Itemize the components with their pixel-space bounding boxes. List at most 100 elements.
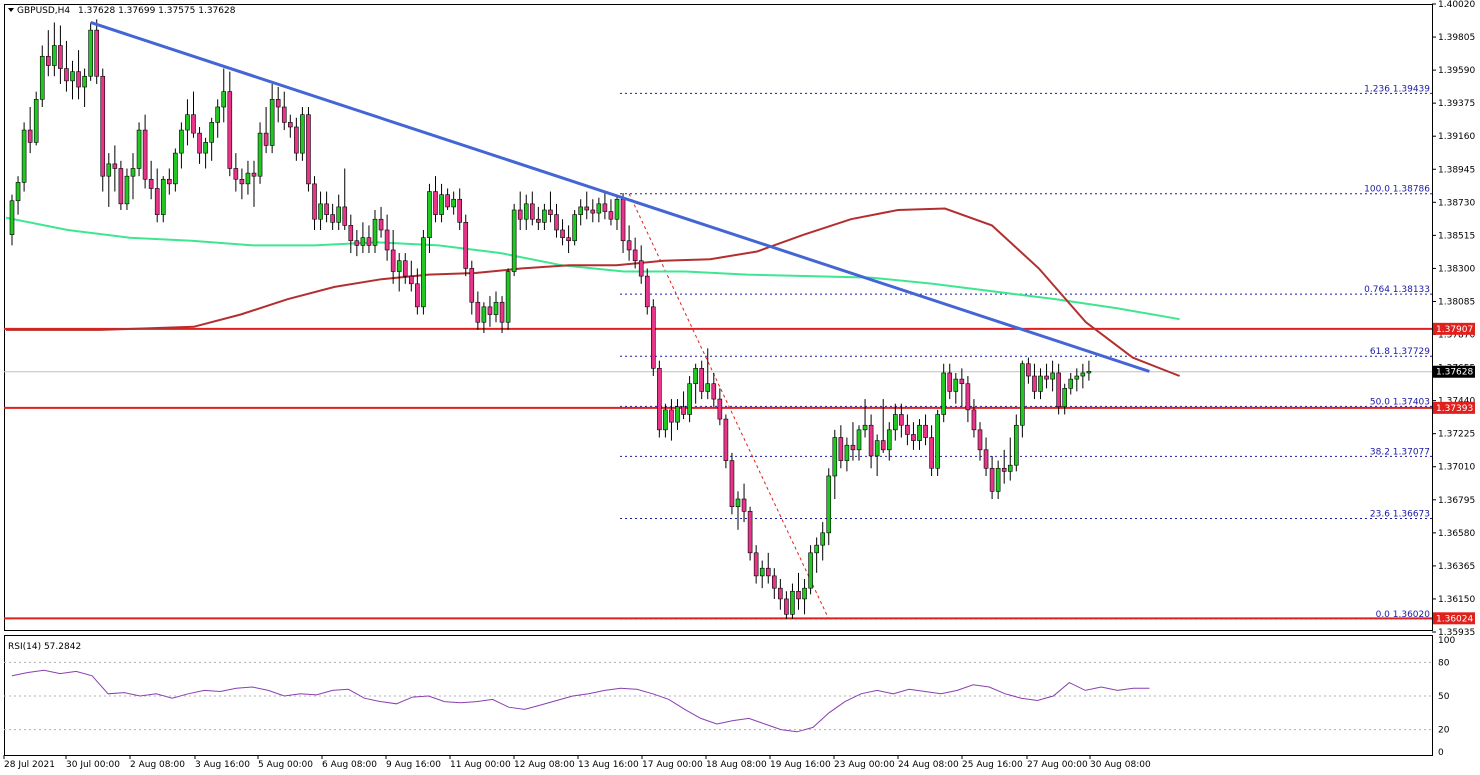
- candle-bear: [838, 437, 844, 461]
- candle-bear: [475, 301, 481, 323]
- candle-bull: [70, 71, 75, 82]
- candle-bear: [626, 240, 632, 251]
- price-tick-label: 1.39805: [1438, 33, 1475, 43]
- candle-bull: [1074, 375, 1080, 380]
- candle-bear: [154, 188, 160, 215]
- candle-bull: [439, 194, 444, 215]
- candle-bull: [1050, 372, 1055, 380]
- rsi-line: [11, 669, 1150, 733]
- candle-bull: [735, 498, 741, 508]
- candle-bear: [402, 260, 408, 277]
- candle-bull: [481, 306, 487, 323]
- candle-bear: [118, 168, 124, 205]
- candle-bear: [644, 275, 650, 308]
- price-tick-label: 1.36580: [1438, 529, 1475, 539]
- rsi-axis-label: 80: [1438, 658, 1450, 668]
- time-tick-label: 19 Aug 16:00: [770, 760, 831, 770]
- candle-bull: [523, 203, 529, 220]
- candle-bear: [76, 71, 81, 88]
- candle-bull: [203, 142, 208, 154]
- candle-bear: [233, 168, 239, 180]
- time-tick-label: 30 Jul 00:00: [66, 760, 120, 770]
- candle-bear: [717, 398, 723, 420]
- candle-bear: [880, 440, 886, 451]
- candle-bear: [324, 203, 329, 215]
- candle-bull: [160, 178, 166, 215]
- candle-bear: [445, 194, 450, 208]
- candle-bear: [342, 206, 348, 226]
- candle-bull: [759, 567, 765, 577]
- candle-bear: [64, 68, 69, 82]
- candle-bear: [148, 178, 154, 189]
- candle-bear: [632, 249, 638, 262]
- candle-bull: [790, 590, 795, 615]
- candle-bull: [941, 372, 947, 415]
- price-tag-label: 1.37907: [1436, 325, 1473, 335]
- candle-bull: [136, 129, 142, 169]
- candle-bear: [1032, 375, 1037, 392]
- rsi-panel: [4, 635, 1433, 756]
- candle-bear: [1026, 363, 1031, 377]
- candles: [9, 19, 1092, 619]
- candle-bull: [844, 444, 850, 461]
- candle-bull: [82, 75, 87, 88]
- candle-bull: [511, 209, 517, 272]
- candle-bear: [142, 129, 148, 180]
- candle-bull: [820, 532, 826, 546]
- candle-bull: [269, 99, 275, 146]
- price-panel: [4, 4, 1433, 631]
- price-tick-label: 1.36365: [1438, 562, 1475, 572]
- candle-bull: [874, 440, 880, 457]
- candle-bull: [421, 237, 426, 308]
- fibonacci-levels: 1.236 1.39439 100.0 1.38786 0.764 1.38133 6…: [620, 84, 1432, 620]
- candle-bear: [306, 114, 311, 185]
- candle-bear: [312, 183, 317, 220]
- candle-bull: [802, 587, 807, 600]
- candle-bear: [747, 511, 753, 554]
- candle-bear: [729, 460, 735, 508]
- fib-diagonal-line: [628, 193, 830, 620]
- candle-bull: [995, 467, 1001, 492]
- candle-bear: [463, 222, 469, 269]
- rsi-label: RSI(14) 57.2842: [8, 642, 81, 652]
- candle-bear: [669, 409, 674, 423]
- candle-bull: [917, 424, 922, 441]
- rsi-axis-label: 50: [1438, 692, 1450, 702]
- candle-bull: [427, 191, 432, 238]
- candle-bull: [1062, 388, 1067, 408]
- candle-bull: [1013, 424, 1019, 466]
- price-tag-label: 1.37628: [1436, 368, 1473, 378]
- candle-bear: [378, 218, 384, 231]
- price-tick-label: 1.38085: [1438, 297, 1475, 307]
- candle-bear: [167, 178, 172, 185]
- price-tag-label: 1.36024: [1436, 614, 1473, 624]
- candle-bull: [1038, 375, 1043, 392]
- candle-bull: [1080, 372, 1086, 377]
- rsi-axis-label: 100: [1438, 636, 1455, 646]
- candle-bull: [33, 99, 39, 143]
- candle-bear: [239, 178, 245, 185]
- time-tick-label: 17 Aug 00:00: [642, 760, 703, 770]
- price-tick-label: 1.39375: [1438, 99, 1475, 109]
- candle-bear: [905, 424, 910, 435]
- candle-bear: [469, 268, 475, 303]
- candle-bull: [257, 132, 263, 177]
- candle-bear: [227, 91, 233, 169]
- candle-bear: [899, 414, 904, 426]
- time-tick-label: 5 Aug 00:00: [258, 760, 313, 770]
- candle-bear: [281, 106, 287, 123]
- price-tick-label: 1.37010: [1438, 463, 1475, 473]
- fib-level-label: 1.236 1.39439: [1364, 84, 1430, 94]
- symbol-label: GBPUSD,H4: [17, 6, 70, 16]
- candle-bear: [45, 55, 51, 66]
- moving-average-green: [5, 216, 1180, 321]
- candle-bear: [415, 283, 420, 308]
- dropdown-triangle-icon[interactable]: [8, 8, 14, 12]
- candle-bull: [693, 368, 698, 385]
- candle-bear: [548, 209, 553, 215]
- candle-bear: [584, 206, 590, 211]
- candle-bear: [536, 218, 541, 223]
- candle-bear: [384, 229, 390, 251]
- candle-bear: [753, 552, 759, 577]
- candle-bull: [578, 206, 584, 215]
